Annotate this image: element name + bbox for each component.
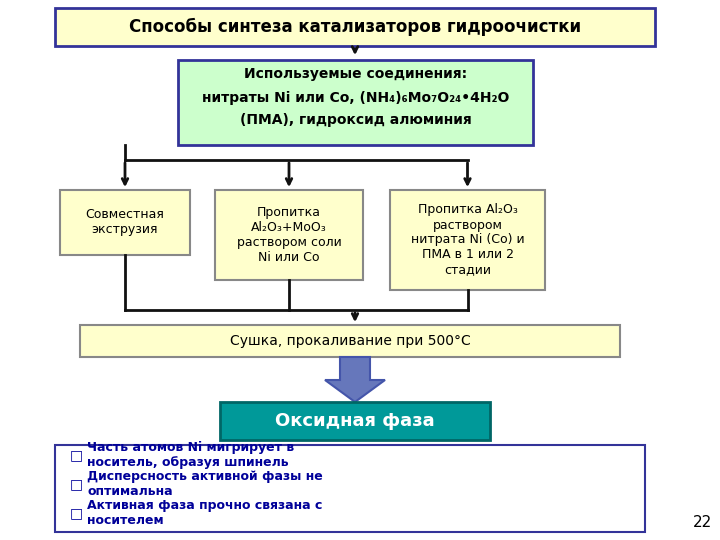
Text: □: □ [70, 506, 83, 520]
FancyBboxPatch shape [178, 60, 533, 145]
FancyBboxPatch shape [390, 190, 545, 290]
FancyBboxPatch shape [215, 190, 363, 280]
Text: Дисперсность активной фазы не
оптимальна: Дисперсность активной фазы не оптимальна [87, 470, 323, 498]
FancyBboxPatch shape [55, 8, 655, 46]
Text: Оксидная фаза: Оксидная фаза [275, 412, 435, 430]
Text: Сушка, прокаливание при 500°С: Сушка, прокаливание при 500°С [230, 334, 470, 348]
Text: Часть атомов Ni мигрирует в
носитель, образуя шпинель: Часть атомов Ni мигрирует в носитель, об… [87, 441, 294, 469]
FancyBboxPatch shape [55, 445, 645, 532]
FancyBboxPatch shape [60, 190, 190, 255]
Text: Способы синтеза катализаторов гидроочистки: Способы синтеза катализаторов гидроочист… [129, 18, 581, 36]
Text: Совместная
экструзия: Совместная экструзия [86, 208, 164, 237]
Text: Используемые соединения:: Используемые соединения: [244, 67, 467, 81]
Text: Пропитка Al₂O₃
раствором
нитрата Ni (Co) и
ПМА в 1 или 2
стадии: Пропитка Al₂O₃ раствором нитрата Ni (Co)… [410, 204, 524, 276]
Text: (ПМА), гидроксид алюминия: (ПМА), гидроксид алюминия [240, 113, 472, 127]
FancyArrow shape [325, 357, 385, 402]
Text: □: □ [70, 477, 83, 491]
Text: нитраты Ni или Co, (NH₄)₆Mo₇O₂₄•4H₂O: нитраты Ni или Co, (NH₄)₆Mo₇O₂₄•4H₂O [202, 91, 509, 105]
Text: □: □ [70, 448, 83, 462]
Text: 22: 22 [693, 515, 712, 530]
FancyBboxPatch shape [220, 402, 490, 440]
Text: Пропитка
Al₂O₃+MoO₃
раствором соли
Ni или Co: Пропитка Al₂O₃+MoO₃ раствором соли Ni ил… [237, 206, 341, 264]
Text: Активная фаза прочно связана с
носителем: Активная фаза прочно связана с носителем [87, 499, 323, 527]
FancyBboxPatch shape [80, 325, 620, 357]
